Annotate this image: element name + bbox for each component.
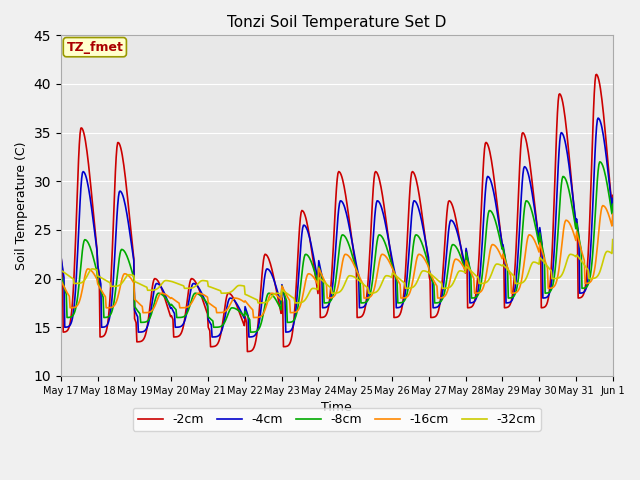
-2cm [244, 348, 252, 354]
-2cm [609, 192, 616, 198]
-2cm [67, 315, 75, 321]
-2cm [404, 211, 412, 217]
Line: -32cm: -32cm [61, 240, 612, 303]
-32cm [180, 283, 188, 289]
-2cm [421, 231, 429, 237]
-32cm [209, 285, 217, 291]
-4cm [208, 334, 216, 340]
-16cm [609, 212, 616, 217]
-4cm [67, 321, 75, 326]
-8cm [596, 159, 604, 165]
Line: -2cm: -2cm [61, 74, 612, 351]
-16cm [599, 203, 607, 208]
Line: -8cm: -8cm [61, 162, 612, 332]
-8cm [180, 314, 188, 320]
Text: TZ_fmet: TZ_fmet [67, 41, 124, 54]
-8cm [609, 201, 616, 207]
Line: -4cm: -4cm [61, 118, 612, 337]
-32cm [609, 237, 616, 242]
-16cm [250, 315, 257, 321]
-4cm [57, 253, 65, 259]
-4cm [609, 195, 616, 201]
-4cm [210, 334, 218, 340]
-4cm [404, 255, 412, 261]
-16cm [67, 305, 75, 311]
-32cm [124, 272, 131, 278]
-2cm [124, 196, 131, 202]
-16cm [404, 292, 412, 298]
-8cm [246, 329, 254, 335]
-16cm [180, 305, 188, 311]
-2cm [593, 72, 600, 77]
-4cm [180, 320, 188, 326]
-8cm [57, 272, 65, 277]
-32cm [57, 267, 65, 273]
-32cm [67, 275, 75, 280]
-4cm [124, 216, 131, 221]
-32cm [254, 300, 262, 306]
-32cm [421, 268, 429, 274]
-8cm [67, 314, 75, 320]
-2cm [180, 322, 188, 328]
-8cm [209, 318, 217, 324]
-16cm [421, 256, 429, 262]
X-axis label: Time: Time [321, 401, 352, 414]
-2cm [57, 253, 65, 259]
-16cm [57, 277, 65, 283]
-4cm [595, 115, 602, 121]
Title: Tonzi Soil Temperature Set D: Tonzi Soil Temperature Set D [227, 15, 447, 30]
-32cm [404, 286, 412, 291]
-8cm [404, 283, 412, 288]
-8cm [124, 255, 131, 261]
Y-axis label: Soil Temperature (C): Soil Temperature (C) [15, 142, 28, 270]
-4cm [421, 234, 429, 240]
Legend: -2cm, -4cm, -8cm, -16cm, -32cm: -2cm, -4cm, -8cm, -16cm, -32cm [132, 408, 541, 431]
-8cm [421, 249, 429, 254]
-2cm [209, 344, 217, 349]
-16cm [124, 272, 131, 278]
Line: -16cm: -16cm [61, 205, 612, 318]
-16cm [209, 303, 217, 309]
